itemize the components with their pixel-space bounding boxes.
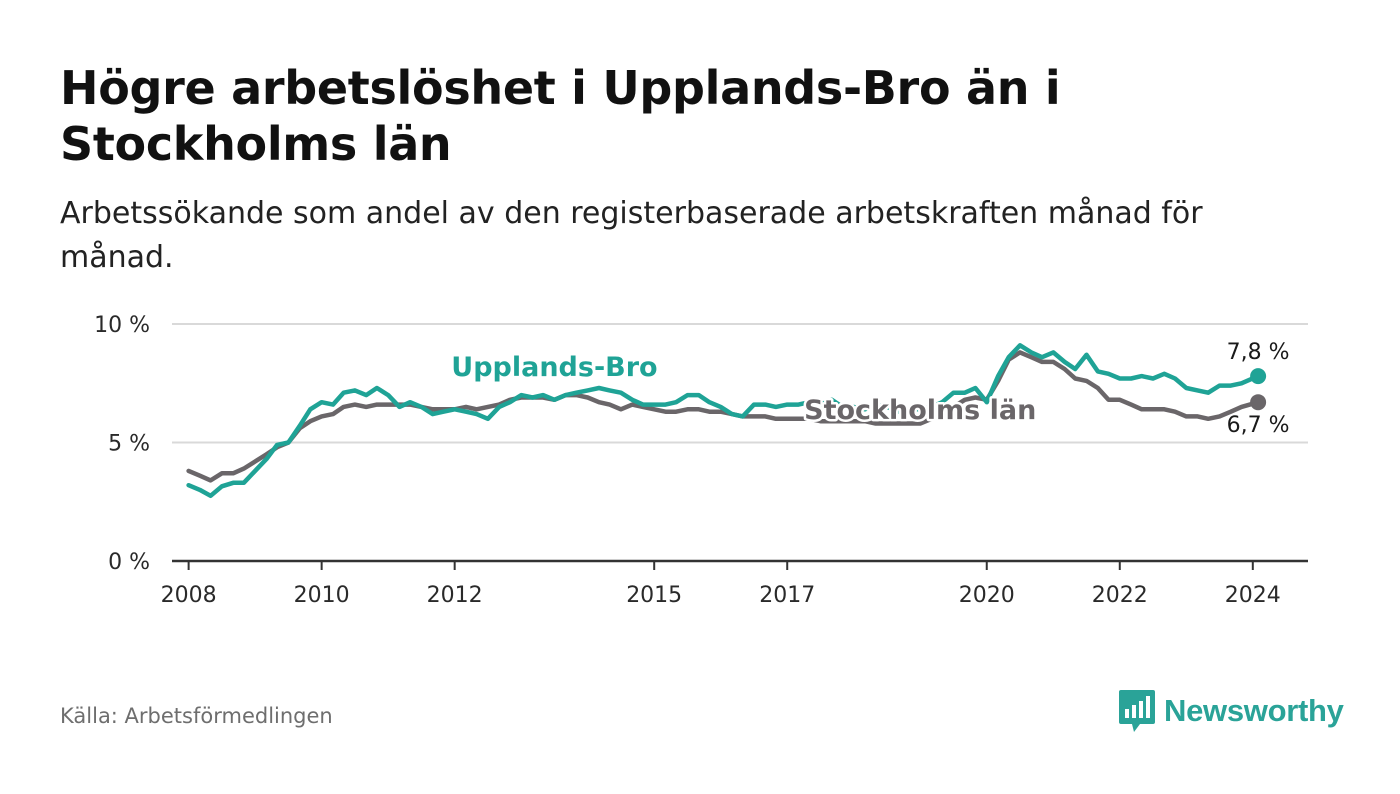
y-tick-label: 5 % — [108, 432, 150, 457]
x-tick-label: 2022 — [1092, 583, 1148, 608]
x-tick-label: 2010 — [294, 583, 350, 608]
chart-subtitle: Arbetssökande som andel av den registerb… — [60, 196, 1203, 275]
chart-title: Högre arbetslöshet i Upplands-Bro än i S… — [60, 61, 1061, 171]
series-line-upplands-bro — [186, 343, 1261, 499]
x-tick-label: 2012 — [427, 583, 483, 608]
x-tick-label: 2017 — [759, 583, 815, 608]
x-tick-label: 2015 — [626, 583, 682, 608]
end-value-label: 6,7 % — [1227, 413, 1290, 438]
y-tick-label: 0 % — [108, 550, 150, 575]
series-label-upplands-bro: Upplands-Bro — [451, 352, 657, 383]
series-label-stockholms-lan: Stockholms län — [804, 395, 1036, 426]
x-tick-label: 2024 — [1225, 583, 1281, 608]
x-tick-label: 2008 — [161, 583, 217, 608]
end-point-upplands-bro — [1250, 368, 1267, 385]
series-line-stockholms-lan — [186, 350, 1261, 483]
newsworthy-logo[interactable]: Newsworthy — [1118, 688, 1344, 734]
source-note: Källa: Arbetsförmedlingen — [60, 704, 333, 728]
x-tick-label: 2020 — [959, 583, 1015, 608]
end-value-label: 7,8 % — [1227, 340, 1290, 365]
brand-name: Newsworthy — [1164, 693, 1344, 728]
y-tick-label: 10 % — [94, 313, 150, 338]
line-chart: 0 % 5 % 10 % 2008 2010 2012 2015 2017 2020 2022 20… — [94, 313, 1308, 608]
end-point-stockholms-lan — [1250, 394, 1267, 411]
bar-chart-speech-bubble-icon — [1119, 690, 1155, 732]
